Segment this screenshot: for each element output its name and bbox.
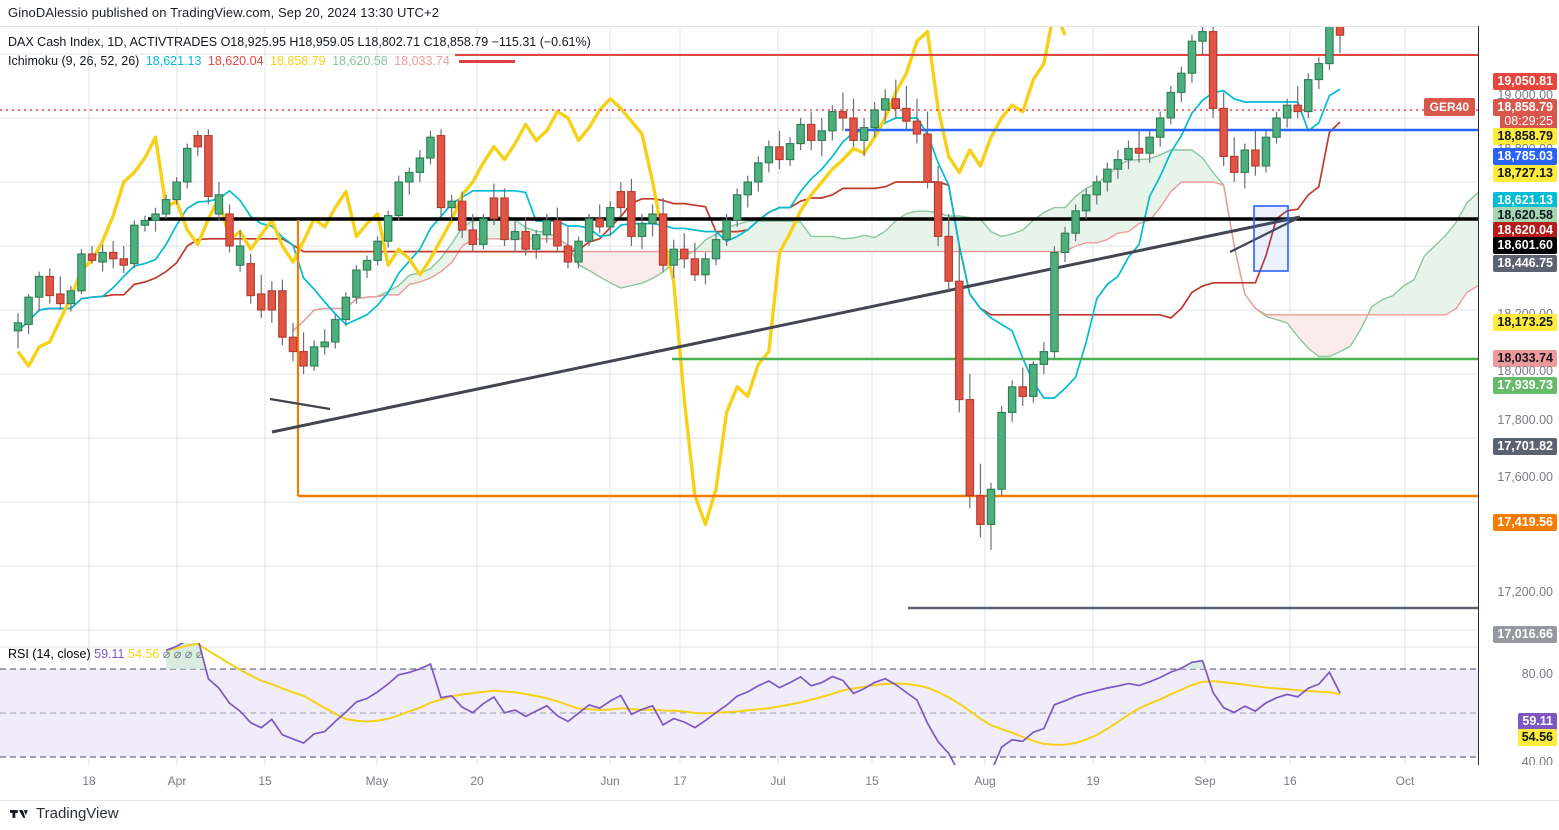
rsi-empty-2: ⌀ xyxy=(173,647,182,661)
time-axis-label: Sep xyxy=(1194,774,1216,788)
rsi-value: 59.11 xyxy=(94,647,125,661)
price-axis-label: 17,200.00 xyxy=(1497,585,1553,599)
price-axis-label: 80.00 xyxy=(1521,667,1553,681)
price-axis[interactable]: GER40 19,050.81 19,000.00 18,858.79 08:29:2… xyxy=(1423,26,1559,769)
price-axis-label: 18,620.58 xyxy=(1493,207,1557,224)
tradingview-brand: TradingView xyxy=(10,805,119,822)
price-axis-label: 17,939.73 xyxy=(1493,377,1557,394)
main-price-pane[interactable]: DAX Cash Index, 1D, ACTIVTRADES O18,925.… xyxy=(0,26,1478,645)
price-axis-label: 19,050.81 xyxy=(1493,73,1557,90)
rsi-empty-3: ⌀ xyxy=(184,647,193,661)
price-axis-label: 18,858.79 xyxy=(1493,99,1557,116)
price-axis-label: 18,446.75 xyxy=(1493,255,1557,272)
chart-frame: DAX Cash Index, 1D, ACTIVTRADES O18,925.… xyxy=(0,26,1559,801)
time-axis-label: May xyxy=(365,774,389,788)
price-axis-label: 17,016.66 xyxy=(1493,626,1557,643)
time-axis-label: Apr xyxy=(167,774,187,788)
price-axis-label: 17,600.00 xyxy=(1497,470,1553,484)
time-axis-label: Aug xyxy=(974,774,996,788)
price-axis-label: 17,800.00 xyxy=(1497,413,1553,427)
price-axis-label: 17,419.56 xyxy=(1493,514,1557,531)
rsi-ma-value: 54.56 xyxy=(128,647,160,661)
time-axis-label: 19 xyxy=(1086,774,1100,788)
time-axis-label: Jun xyxy=(600,774,620,788)
price-axis-label: 54.56 xyxy=(1517,729,1557,746)
price-axis-label: 18,173.25 xyxy=(1493,314,1557,331)
price-axis-label: 18,785.03 xyxy=(1493,148,1557,165)
price-axis-label: 18,033.74 xyxy=(1493,350,1557,367)
price-axis-label: 18,601.60 xyxy=(1493,237,1557,254)
rsi-empty-4: ⌀ xyxy=(195,647,204,661)
price-axis-label: 17,701.82 xyxy=(1493,438,1557,455)
time-axis-label: Oct xyxy=(1395,774,1415,788)
price-axis-label: 18,858.79 xyxy=(1493,128,1557,145)
rsi-pane[interactable]: RSI (14, close) 59.11 54.56 ⌀ ⌀ ⌀ ⌀ xyxy=(0,643,1478,766)
tradingview-brand-text: TradingView xyxy=(36,805,119,822)
time-axis[interactable]: 18 Apr 15 May 20 Jun 17 Jul 15 Aug 19 Sep 16 Oct xyxy=(0,765,1559,801)
time-axis-label: 18 xyxy=(82,774,96,788)
rsi-title: RSI (14, close) xyxy=(8,647,91,661)
rsi-legend[interactable]: RSI (14, close) 59.11 54.56 ⌀ ⌀ ⌀ ⌀ xyxy=(8,646,203,661)
time-axis-label: Jul xyxy=(770,774,786,788)
rsi-empty-1: ⌀ xyxy=(162,647,171,661)
price-axis-label: 19,000.00 xyxy=(1497,88,1553,102)
price-axis-label: 18,620.04 xyxy=(1493,222,1557,239)
price-axis-label: 18,000.00 xyxy=(1497,364,1553,378)
time-axis-label: 20 xyxy=(470,774,484,788)
price-axis-label: 18,621.13 xyxy=(1493,192,1557,209)
published-byline: GinoDAlessio published on TradingView.co… xyxy=(8,5,440,20)
price-chart-svg xyxy=(0,27,1478,644)
price-axis-label: 18,727.13 xyxy=(1493,165,1557,182)
symbol-badge: GER40 xyxy=(1423,98,1475,116)
time-axis-label: 16 xyxy=(1283,774,1297,788)
price-axis-label: 08:29:25 xyxy=(1500,113,1557,130)
price-axis-label: 59.11 xyxy=(1518,713,1557,730)
rsi-chart-svg xyxy=(0,643,1478,765)
time-axis-label: 17 xyxy=(673,774,687,788)
tradingview-logo-icon xyxy=(10,809,28,818)
time-axis-label: 15 xyxy=(258,774,272,788)
time-axis-label: 15 xyxy=(865,774,879,788)
